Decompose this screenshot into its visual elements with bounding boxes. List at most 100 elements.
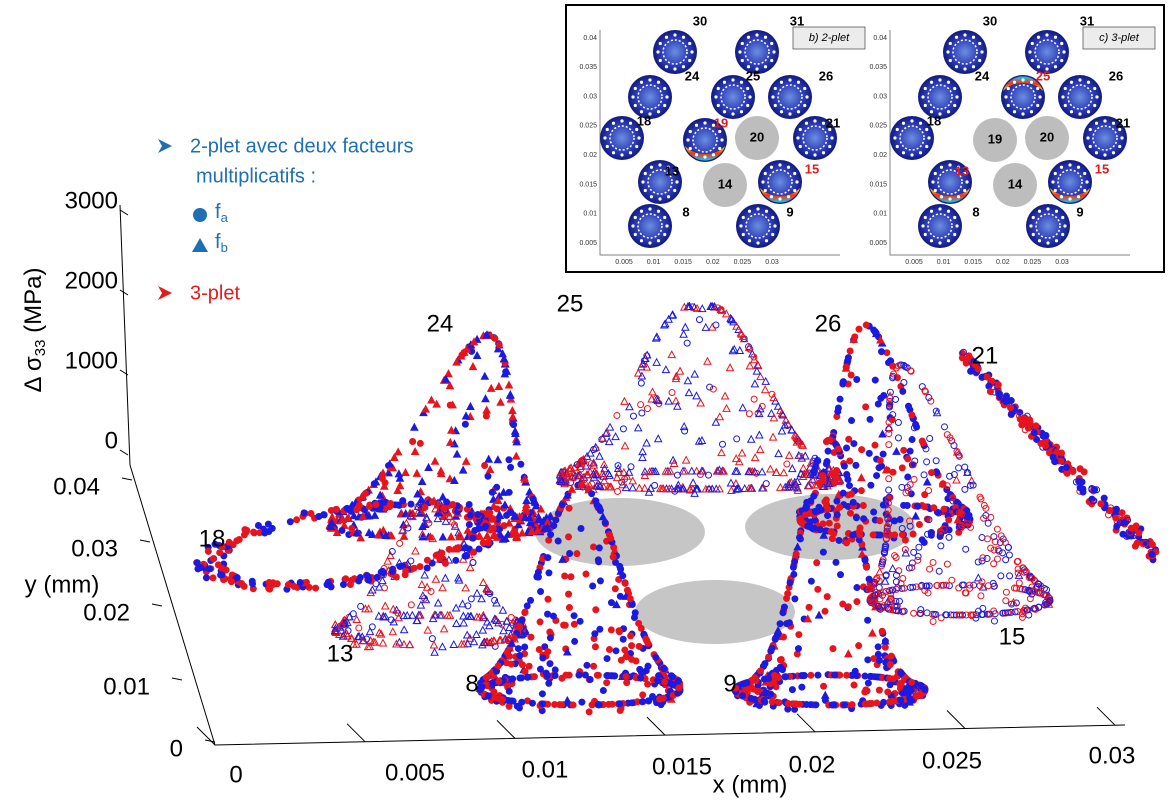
point bbox=[402, 567, 410, 575]
point bbox=[814, 671, 822, 679]
point bbox=[892, 571, 900, 579]
point bbox=[692, 466, 701, 475]
point bbox=[284, 581, 292, 589]
point bbox=[784, 699, 792, 707]
point bbox=[1053, 448, 1061, 456]
point bbox=[451, 521, 459, 529]
inset-wire bbox=[735, 30, 779, 74]
wire-label: 15 bbox=[999, 623, 1026, 650]
inset-wire-label: 21 bbox=[826, 115, 840, 130]
inset-wire-strand bbox=[763, 35, 768, 39]
point bbox=[445, 437, 455, 446]
inset-wire-core bbox=[927, 84, 953, 110]
point bbox=[642, 438, 651, 447]
point bbox=[883, 527, 891, 535]
point bbox=[807, 671, 815, 679]
point bbox=[883, 523, 891, 531]
point bbox=[855, 642, 863, 650]
point bbox=[921, 686, 929, 694]
point bbox=[955, 452, 963, 460]
point bbox=[906, 522, 914, 530]
inset-wire-label: 20 bbox=[1040, 129, 1054, 144]
x-tick-label: 0.005 bbox=[385, 759, 445, 786]
inset-wire-strand bbox=[1094, 121, 1099, 125]
wire-label: 24 bbox=[427, 310, 454, 337]
point bbox=[862, 403, 870, 411]
inset-wire-strand bbox=[611, 151, 616, 155]
inset-wire-strand bbox=[953, 103, 957, 108]
inset-wire-label: 20 bbox=[750, 129, 764, 144]
point bbox=[923, 458, 931, 466]
point bbox=[746, 434, 756, 443]
inset-wire-strand bbox=[666, 195, 671, 199]
axes bbox=[119, 204, 1126, 746]
point bbox=[987, 513, 995, 521]
point bbox=[583, 470, 593, 479]
point bbox=[789, 563, 797, 571]
inset-wire bbox=[703, 163, 747, 207]
point bbox=[549, 612, 557, 620]
inset-wire-strand bbox=[764, 209, 769, 213]
point bbox=[438, 583, 447, 592]
inset-wire-label: 26 bbox=[819, 68, 833, 83]
point bbox=[484, 538, 492, 546]
point bbox=[421, 503, 429, 511]
inset-wire-strand bbox=[703, 121, 707, 125]
inset-wire-strand bbox=[637, 136, 641, 140]
point bbox=[752, 366, 762, 375]
point bbox=[914, 552, 922, 560]
point bbox=[896, 516, 904, 524]
point bbox=[852, 672, 860, 680]
point bbox=[911, 511, 921, 520]
point bbox=[336, 620, 346, 629]
point bbox=[864, 616, 872, 624]
point bbox=[881, 643, 889, 651]
legend-item: fb bbox=[215, 231, 228, 255]
point bbox=[905, 564, 913, 572]
point bbox=[775, 482, 785, 491]
point bbox=[605, 470, 614, 479]
point bbox=[784, 450, 794, 459]
point bbox=[914, 502, 922, 510]
point bbox=[961, 485, 969, 493]
inset-y-tick-label: 0.005 bbox=[869, 240, 887, 247]
point bbox=[904, 473, 912, 481]
point bbox=[379, 569, 387, 577]
point bbox=[780, 603, 788, 611]
point bbox=[446, 401, 454, 409]
point bbox=[967, 476, 976, 485]
point bbox=[719, 466, 728, 475]
inset-wire-strand bbox=[666, 165, 671, 169]
point bbox=[642, 362, 652, 371]
point bbox=[850, 681, 858, 689]
inset-wire bbox=[735, 116, 779, 160]
point bbox=[348, 576, 356, 584]
point bbox=[990, 533, 998, 541]
point bbox=[1072, 478, 1080, 486]
point bbox=[601, 519, 609, 527]
point bbox=[563, 647, 572, 656]
point bbox=[819, 472, 827, 480]
inset-hot-zone bbox=[1050, 188, 1090, 203]
point bbox=[340, 618, 350, 627]
point bbox=[932, 407, 940, 415]
point bbox=[193, 559, 201, 567]
point bbox=[885, 418, 893, 426]
inset-y-tick-label: 0.03 bbox=[583, 93, 597, 100]
point bbox=[706, 301, 716, 310]
point bbox=[848, 417, 856, 425]
point bbox=[605, 482, 615, 491]
point bbox=[780, 482, 790, 491]
point bbox=[240, 582, 248, 590]
point bbox=[1012, 599, 1020, 607]
inset-y-tick-label: 0.02 bbox=[583, 152, 597, 159]
inset-wire-strand bbox=[1118, 144, 1122, 149]
point bbox=[368, 529, 377, 538]
point bbox=[459, 611, 468, 620]
inset-wire-strand bbox=[1103, 119, 1107, 123]
point bbox=[688, 478, 698, 487]
point bbox=[432, 399, 441, 408]
inset-wire-strand bbox=[779, 110, 784, 114]
inset-wire-core bbox=[802, 125, 828, 151]
inset-wire-strand bbox=[681, 65, 686, 69]
